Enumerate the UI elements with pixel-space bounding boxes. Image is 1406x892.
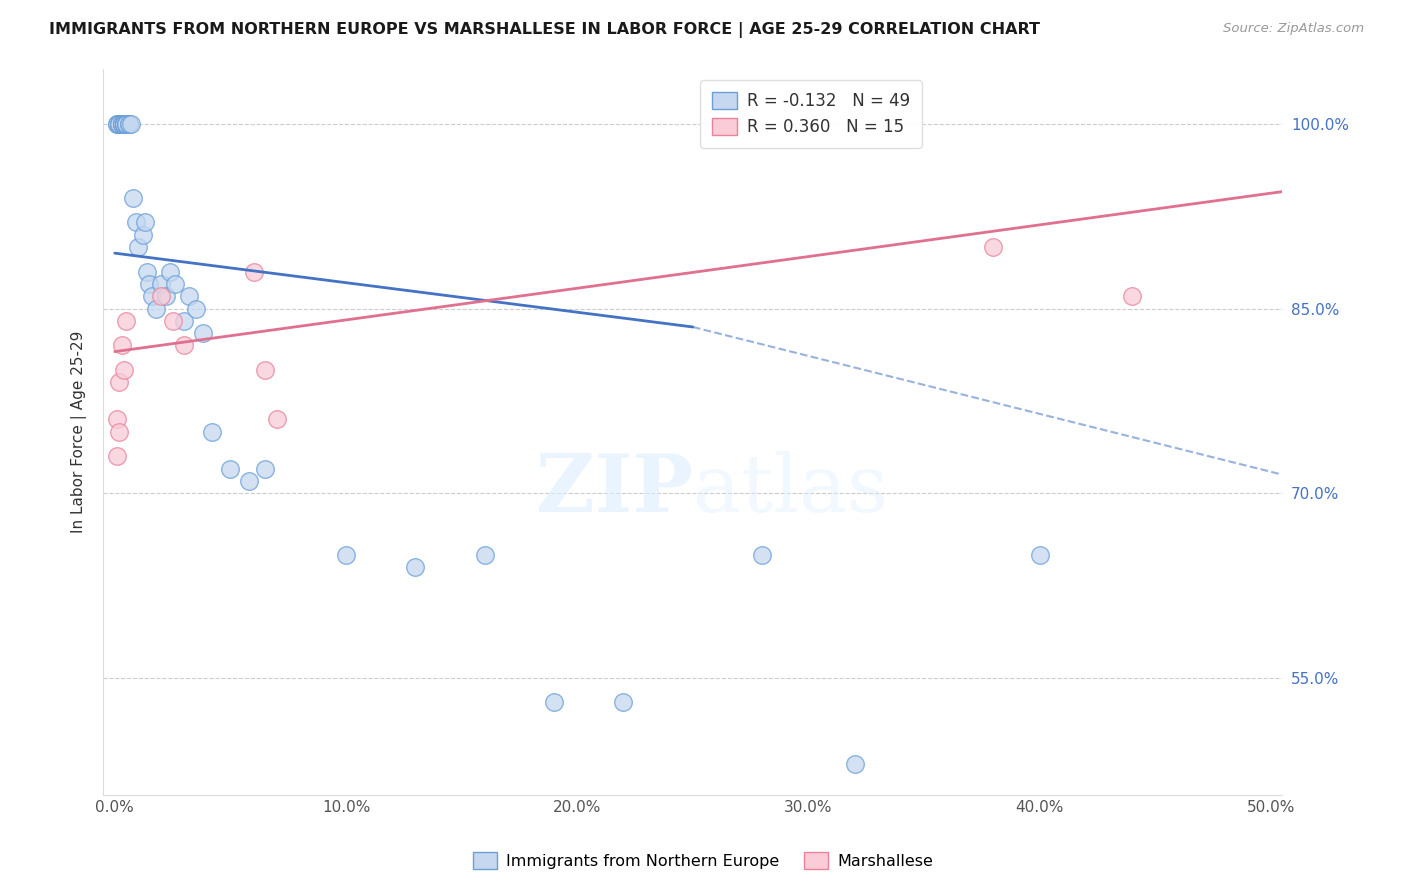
Legend: Immigrants from Northern Europe, Marshallese: Immigrants from Northern Europe, Marshal…	[467, 846, 939, 875]
Point	[404, 560, 426, 574]
Point	[127, 240, 149, 254]
Point	[844, 756, 866, 771]
Point	[124, 215, 146, 229]
Point	[111, 338, 134, 352]
Point	[112, 363, 135, 377]
Point	[138, 277, 160, 291]
Point	[108, 117, 131, 131]
Point	[191, 326, 214, 340]
Point	[983, 240, 1005, 254]
Point	[112, 117, 135, 131]
Point	[115, 117, 138, 131]
Point	[543, 695, 565, 709]
Point	[108, 117, 131, 131]
Point	[173, 338, 195, 352]
Point	[120, 117, 142, 131]
Point	[105, 117, 128, 131]
Point	[201, 425, 224, 439]
Point	[159, 264, 181, 278]
Point	[335, 548, 357, 562]
Point	[105, 449, 128, 463]
Point	[141, 289, 163, 303]
Point	[242, 264, 264, 278]
Point	[111, 117, 134, 131]
Point	[173, 314, 195, 328]
Legend: R = -0.132   N = 49, R = 0.360   N = 15: R = -0.132 N = 49, R = 0.360 N = 15	[700, 80, 921, 148]
Point	[111, 117, 134, 131]
Point	[163, 277, 186, 291]
Point	[115, 314, 138, 328]
Point	[117, 117, 139, 131]
Point	[111, 117, 134, 131]
Point	[751, 548, 773, 562]
Point	[219, 461, 242, 475]
Point	[105, 117, 128, 131]
Text: Source: ZipAtlas.com: Source: ZipAtlas.com	[1223, 22, 1364, 36]
Point	[134, 215, 156, 229]
Point	[108, 117, 131, 131]
Point	[612, 695, 634, 709]
Point	[1121, 289, 1143, 303]
Point	[115, 117, 138, 131]
Point	[112, 117, 135, 131]
Point	[254, 363, 277, 377]
Point	[115, 117, 138, 131]
Point	[266, 412, 288, 426]
Text: IMMIGRANTS FROM NORTHERN EUROPE VS MARSHALLESE IN LABOR FORCE | AGE 25-29 CORREL: IMMIGRANTS FROM NORTHERN EUROPE VS MARSH…	[49, 22, 1040, 38]
Point	[136, 264, 159, 278]
Point	[474, 548, 496, 562]
Point	[177, 289, 200, 303]
Point	[184, 301, 207, 316]
Text: ZIP: ZIP	[536, 450, 693, 529]
Point	[108, 425, 131, 439]
Point	[162, 314, 184, 328]
Point	[150, 277, 173, 291]
Point	[122, 191, 145, 205]
Y-axis label: In Labor Force | Age 25-29: In Labor Force | Age 25-29	[72, 330, 87, 533]
Point	[111, 117, 134, 131]
Point	[238, 474, 260, 488]
Point	[155, 289, 177, 303]
Point	[145, 301, 167, 316]
Point	[108, 376, 131, 390]
Point	[112, 117, 135, 131]
Point	[117, 117, 139, 131]
Text: atlas: atlas	[693, 450, 889, 529]
Point	[112, 117, 135, 131]
Point	[254, 461, 277, 475]
Point	[150, 289, 173, 303]
Point	[105, 412, 128, 426]
Point	[111, 117, 134, 131]
Point	[1028, 548, 1050, 562]
Point	[131, 227, 153, 242]
